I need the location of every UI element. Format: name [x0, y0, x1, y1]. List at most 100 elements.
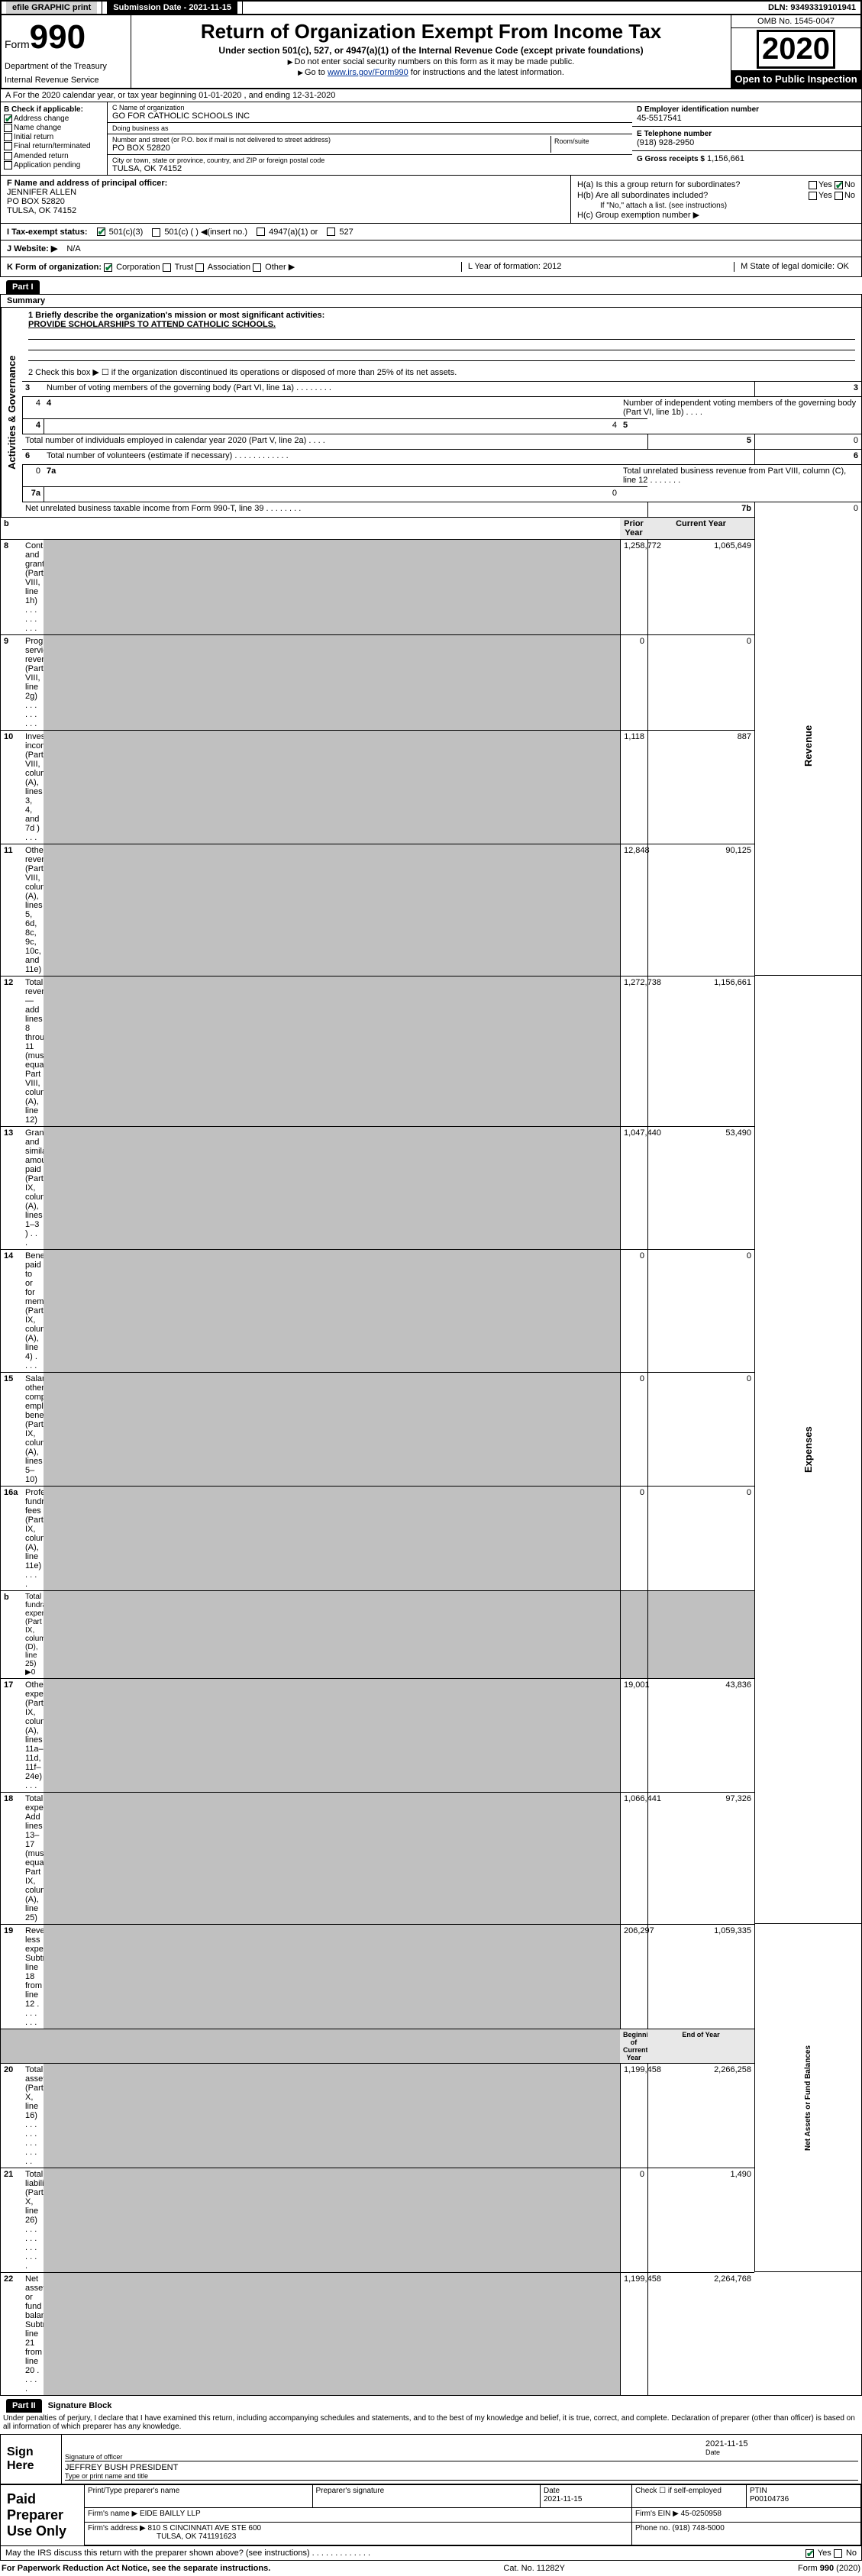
line-17: Other expenses (Part IX, column (A), lin… — [22, 1678, 44, 1792]
checkbox-icon[interactable] — [835, 192, 843, 200]
form-id: Form990 — [5, 18, 128, 56]
checkbox-icon[interactable] — [152, 228, 160, 237]
check-final[interactable]: Final return/terminated — [4, 142, 104, 150]
submission-button[interactable]: Submission Date - 2021-11-15 — [107, 2, 237, 14]
dln: DLN: 93493319101941 — [764, 2, 860, 14]
efile-button[interactable]: efile GRAPHIC print — [6, 2, 97, 14]
line-8: Contributions and grants (Part VIII, lin… — [22, 539, 44, 634]
line-14: Benefits paid to or for members (Part IX… — [22, 1249, 44, 1372]
website: N/A — [66, 244, 80, 253]
form-title: Return of Organization Exempt From Incom… — [134, 20, 728, 44]
row-i: I Tax-exempt status: 501(c)(3) 501(c) ( … — [0, 224, 862, 240]
line-19: Revenue less expenses. Subtract line 18 … — [22, 1924, 44, 2029]
street-label: Number and street (or P.O. box if mail i… — [112, 136, 550, 144]
checkbox-icon[interactable] — [806, 2549, 814, 2558]
subtitle-3: Go to www.irs.gov/Form990 for instructio… — [134, 68, 728, 77]
checkbox-icon[interactable] — [257, 228, 265, 236]
part2-header: Part II — [6, 2399, 42, 2413]
checkbox-icon[interactable] — [327, 228, 335, 236]
officer-name: JENNIFER ALLEN — [7, 188, 564, 197]
dba-cell: Doing business as — [108, 123, 632, 134]
checkbox-icon[interactable] — [809, 192, 817, 200]
city-label: City or town, state or province, country… — [112, 157, 628, 164]
side-revenue: Revenue — [754, 517, 861, 976]
footer-right: Form 990 (2020) — [798, 2564, 860, 2573]
page-footer: For Paperwork Reduction Act Notice, see … — [0, 2561, 862, 2576]
tel: (918) 928-2950 — [637, 138, 857, 147]
officer-street: PO BOX 52820 — [7, 197, 564, 206]
dept-treasury: Department of the Treasury — [5, 62, 128, 71]
ein: 45-5517541 — [637, 114, 857, 123]
box-d: D Employer identification number 45-5517… — [632, 102, 861, 175]
summary-table: Activities & Governance 1 Briefly descri… — [1, 308, 861, 2395]
footer-left: For Paperwork Reduction Act Notice, see … — [2, 2564, 270, 2573]
sign-fields: Signature of officer 2021-11-15Date JEFF… — [62, 2435, 861, 2484]
checkbox-icon[interactable] — [104, 263, 112, 272]
checkbox-icon[interactable] — [97, 228, 105, 236]
i-label: I Tax-exempt status: — [7, 228, 88, 237]
form-header: Form990 Department of the Treasury Inter… — [0, 15, 862, 89]
check-address[interactable]: Address change — [4, 115, 104, 123]
firm-ein-row: Firm's EIN ▶ 45-0250958 — [632, 2508, 861, 2523]
col-prior: Prior Year — [620, 517, 647, 539]
name-label: Type or print name and title — [65, 2472, 858, 2480]
date-label: Date — [705, 2448, 858, 2456]
line-4: Number of independent voting members of … — [620, 396, 861, 418]
line-15: Salaries, other compensation, employee b… — [22, 1372, 44, 1486]
line-16b: Total fundraising expenses (Part IX, col… — [22, 1590, 44, 1678]
box-h: H(a) Is this a group return for subordin… — [571, 176, 861, 223]
checkbox-icon — [4, 124, 12, 132]
open-inspection: Open to Public Inspection — [731, 70, 860, 88]
line-22: Net assets or fund balances. Subtract li… — [22, 2272, 44, 2395]
line-16a: Professional fundraising fees (Part IX, … — [22, 1486, 44, 1590]
line-20: Total assets (Part X, line 16) . . . . .… — [22, 2063, 44, 2168]
gross: 1,156,661 — [707, 154, 744, 163]
org-name-label: C Name of organization — [112, 104, 628, 111]
row-a-period: A For the 2020 calendar year, or tax yea… — [0, 89, 862, 102]
line-7b: Net unrelated business taxable income fr… — [22, 502, 647, 517]
city: TULSA, OK 74152 — [112, 164, 628, 173]
dba-label: Doing business as — [112, 124, 628, 132]
checkbox-icon[interactable] — [195, 263, 204, 272]
part1-header: Part I — [6, 280, 40, 294]
col-current: Current Year — [647, 517, 754, 539]
box-f: F Name and address of principal officer:… — [1, 176, 571, 223]
goto-pre: Go to — [305, 68, 328, 77]
line-12: Total revenue—add lines 8 through 11 (mu… — [22, 976, 44, 1126]
checkbox-icon[interactable] — [253, 263, 261, 272]
sign-here-label: Sign Here — [1, 2435, 62, 2484]
prep-h1: Print/Type preparer's name — [85, 2485, 313, 2508]
line-9: Program service revenue (Part VIII, line… — [22, 634, 44, 730]
form-prefix: Form — [5, 38, 30, 50]
check-amended[interactable]: Amended return — [4, 152, 104, 160]
prep-h2: Preparer's signature — [313, 2485, 541, 2508]
footer-mid: Cat. No. 11282Y — [503, 2564, 565, 2573]
box-b: B Check if applicable: Address change Na… — [1, 102, 108, 175]
checkbox-icon[interactable] — [834, 2549, 842, 2558]
section-bcd: B Check if applicable: Address change Na… — [0, 102, 862, 176]
header-left: Form990 Department of the Treasury Inter… — [2, 15, 131, 88]
city-cell: City or town, state or province, country… — [108, 155, 632, 175]
q2-row: 2 Check this box ▶ ☐ if the organization… — [22, 366, 861, 381]
gross-label: G Gross receipts $ — [637, 155, 705, 163]
tax-year: 2020 — [757, 30, 835, 69]
checkbox-icon — [4, 142, 12, 150]
line-10: Investment income (Part VIII, column (A)… — [22, 730, 44, 844]
submission-cell: Submission Date - 2021-11-15 — [102, 2, 243, 14]
street: PO BOX 52820 — [112, 144, 550, 153]
gross-cell: G Gross receipts $ 1,156,661 — [632, 151, 861, 175]
preparer-section: Paid Preparer Use Only Print/Type prepar… — [0, 2484, 862, 2546]
checkbox-icon[interactable] — [835, 181, 843, 189]
part2-title: Signature Block — [42, 2401, 112, 2410]
check-name[interactable]: Name change — [4, 124, 104, 132]
check-initial[interactable]: Initial return — [4, 133, 104, 141]
checkbox-icon[interactable] — [163, 263, 171, 272]
side-governance: Activities & Governance — [1, 308, 22, 517]
header-right: OMB No. 1545-0047 2020 Open to Public In… — [731, 15, 860, 88]
dept-irs: Internal Revenue Service — [5, 76, 128, 85]
prep-h5: PTINP00104736 — [747, 2485, 861, 2508]
checkbox-icon[interactable] — [809, 181, 817, 189]
irs-link[interactable]: www.irs.gov/Form990 — [328, 68, 408, 77]
goto-post: for instructions and the latest informat… — [408, 68, 564, 77]
check-pending[interactable]: Application pending — [4, 161, 104, 169]
